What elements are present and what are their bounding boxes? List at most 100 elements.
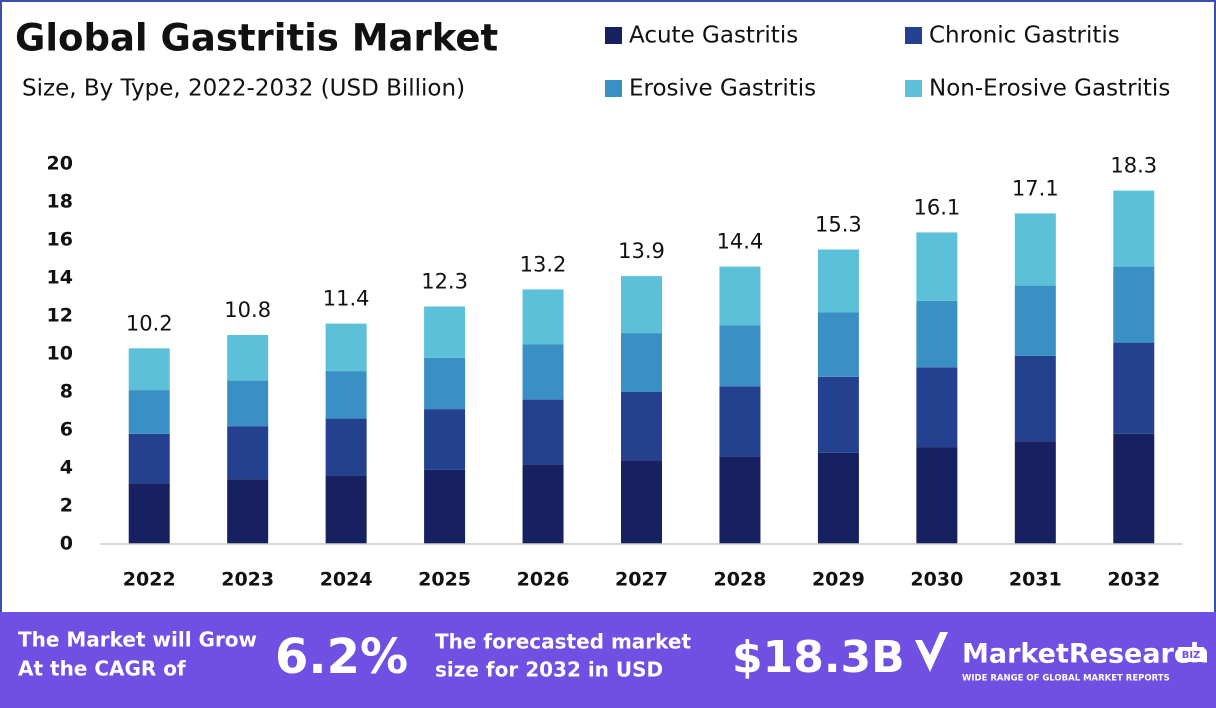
bar-segment (1014, 441, 1056, 544)
chart-subtitle: Size, By Type, 2022-2032 (USD Billion) (22, 76, 465, 102)
legend-label: Chronic Gastritis (929, 23, 1120, 49)
total-label: 11.4 (323, 287, 370, 311)
bar-segment (325, 418, 367, 476)
legend-swatch (905, 80, 922, 97)
total-label: 10.2 (126, 311, 173, 335)
total-label: 14.4 (717, 230, 764, 254)
bar-segment (719, 456, 761, 544)
brand: MarketResearch (962, 639, 1209, 670)
x-tick-label: 2026 (517, 569, 570, 591)
size-value: $18.3B (732, 632, 905, 683)
bar-segment (916, 232, 958, 301)
total-label: 16.1 (913, 195, 960, 219)
x-tick-label: 2032 (1107, 569, 1160, 591)
total-label: 18.3 (1110, 154, 1157, 178)
total-label: 13.2 (520, 252, 567, 276)
bar-segment (1113, 433, 1155, 544)
legend-swatch (905, 27, 922, 44)
x-tick-label: 2030 (910, 569, 963, 591)
bar-segment (817, 376, 859, 453)
cagr-label: The Market will Grow (18, 628, 257, 652)
cagr-value: 6.2% (275, 629, 408, 685)
brand-suffix: BIZ (1182, 650, 1201, 661)
brand-badge (1178, 647, 1204, 662)
legend-swatch (605, 27, 622, 44)
bar-segment (424, 469, 466, 544)
bar-segment (916, 447, 958, 544)
bar-segment (621, 460, 662, 544)
x-tick-label: 2024 (320, 569, 373, 591)
bar-segment (128, 433, 170, 484)
bar-segment (621, 276, 662, 334)
bar-segment (719, 266, 761, 326)
bar-segment (227, 479, 269, 544)
bar-segment (128, 483, 170, 544)
bar-segment (128, 390, 170, 434)
x-tick-label: 2022 (123, 569, 176, 591)
x-tick-label: 2027 (615, 569, 668, 591)
legend-swatch (605, 80, 622, 97)
bar-segment (424, 357, 466, 410)
bar-segment (621, 392, 662, 461)
y-tick-label: 14 (47, 267, 73, 289)
total-label: 12.3 (421, 270, 468, 294)
bar-segment (424, 306, 466, 358)
chart-title: Global Gastritis Market (15, 17, 498, 60)
y-tick-label: 8 (60, 381, 73, 403)
y-tick-label: 4 (60, 457, 73, 479)
bar-segment (227, 335, 269, 381)
legend-label: Acute Gastritis (629, 23, 798, 49)
cagr-label: At the CAGR of (18, 657, 186, 681)
bar-segment (227, 380, 269, 427)
footer-band (0, 612, 1216, 708)
bar-segment (1014, 213, 1056, 286)
total-label: 15.3 (815, 213, 862, 237)
y-tick-label: 20 (47, 153, 73, 175)
bar-segment (325, 371, 367, 419)
x-tick-label: 2028 (714, 569, 767, 591)
bar-segment (817, 452, 859, 544)
total-label: 13.9 (618, 239, 665, 263)
x-tick-label: 2029 (812, 569, 865, 591)
bar-segment (817, 312, 859, 377)
size-label: size for 2032 in USD (435, 658, 663, 682)
bar-segment (1113, 190, 1155, 267)
bar-segment (1014, 285, 1056, 356)
bar-segment (916, 300, 958, 368)
bar-segment (522, 289, 564, 345)
x-tick-label: 2031 (1009, 569, 1062, 591)
total-label: 10.8 (224, 298, 271, 322)
bar-segment (719, 325, 761, 387)
legend-label: Erosive Gastritis (629, 76, 816, 102)
bar-segment (522, 344, 564, 400)
bar-segment (227, 426, 269, 480)
logo-icon (915, 632, 948, 672)
bar-segment (719, 386, 761, 457)
y-tick-label: 10 (47, 343, 73, 365)
y-tick-label: 6 (60, 419, 73, 441)
bar-segment (424, 409, 466, 470)
bar-segment (128, 348, 170, 391)
y-tick-label: 2 (60, 495, 73, 517)
bar-segment (916, 367, 958, 448)
y-tick-label: 16 (47, 229, 73, 251)
size-label: The forecasted market (435, 630, 691, 654)
bar-segment (817, 249, 859, 313)
y-tick-label: 18 (47, 191, 73, 213)
bar-segment (325, 323, 367, 372)
total-label: 17.1 (1012, 176, 1059, 200)
x-tick-label: 2025 (418, 569, 471, 591)
x-tick-label: 2023 (221, 569, 274, 591)
bar-segment (522, 464, 564, 544)
tagline: WIDE RANGE OF GLOBAL MARKET REPORTS (962, 674, 1170, 684)
y-tick-label: 12 (47, 305, 73, 327)
bar-segment (1014, 355, 1056, 442)
bar-segment (325, 475, 367, 544)
y-tick-label: 0 (60, 533, 73, 555)
bar-segment (1113, 266, 1155, 343)
bar-segment (1113, 342, 1155, 434)
legend-label: Non-Erosive Gastritis (929, 76, 1170, 102)
bar-segment (522, 399, 564, 465)
